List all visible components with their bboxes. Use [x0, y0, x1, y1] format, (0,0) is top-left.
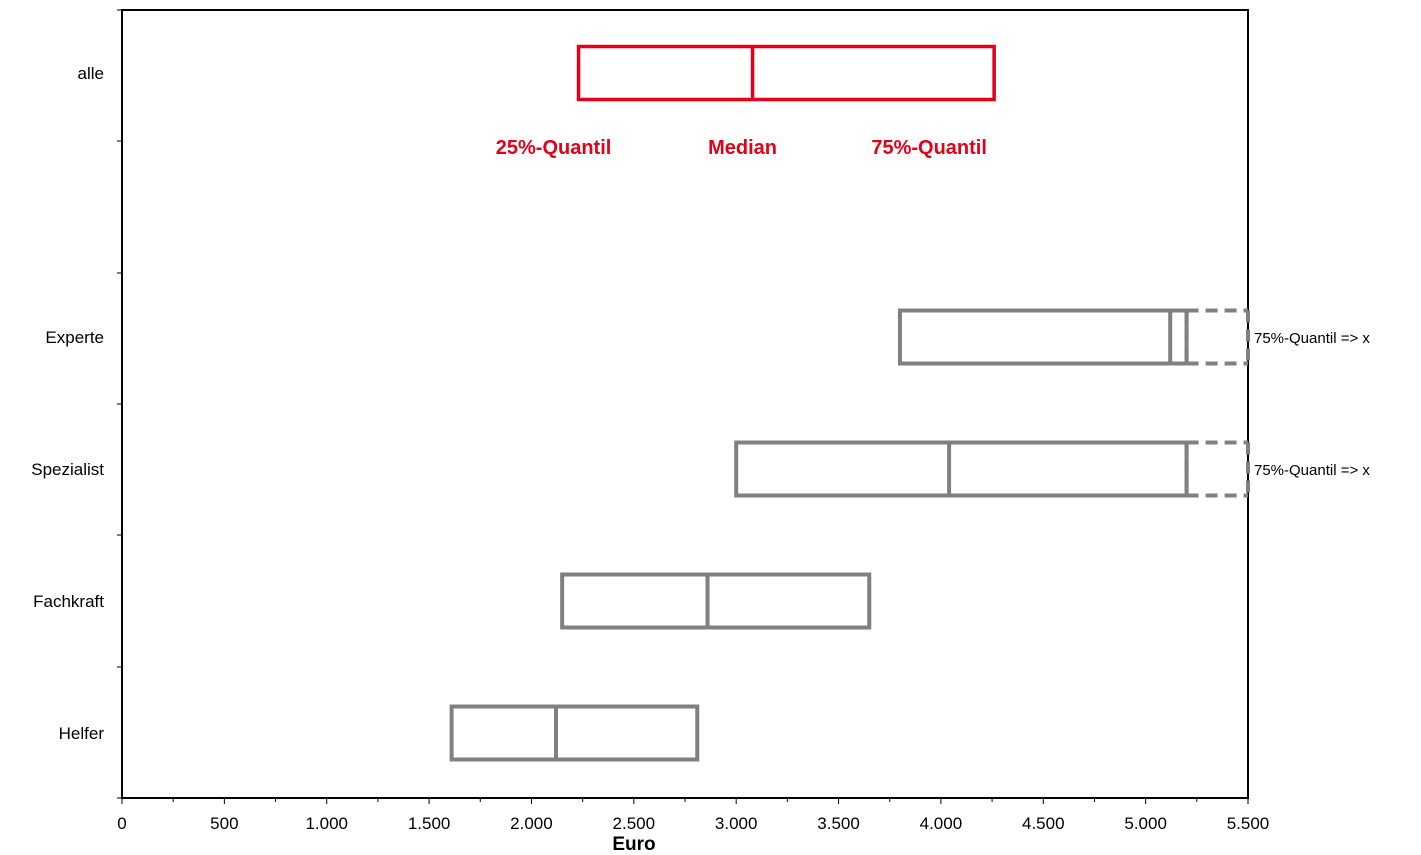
x-tick-label: 2.500: [613, 814, 656, 833]
x-tick-label: 5.000: [1124, 814, 1167, 833]
category-label-experte: Experte: [45, 328, 104, 347]
quantile-note-experte: 75%-Quantil => x: [1254, 330, 1370, 347]
annotation-75-quantil: 75%-Quantil: [871, 137, 987, 159]
plot-border: [121, 9, 1249, 799]
x-tick-label: 3.000: [715, 814, 758, 833]
x-axis-title: Euro: [612, 834, 655, 855]
x-tick-label: 1.000: [305, 814, 348, 833]
x-tick-label: 0: [117, 814, 126, 833]
x-tick-label: 2.000: [510, 814, 553, 833]
category-label-spezialist: Spezialist: [31, 460, 104, 479]
x-tick-label: 5.500: [1227, 814, 1270, 833]
box-experte: [897, 308, 1189, 366]
box-fachkraft: [560, 572, 872, 630]
x-axis: 0 500 1.000 1.500 2.000 2.500 3.000 3.500 4.000 4…: [117, 798, 1269, 833]
x-tick-label: 4.500: [1022, 814, 1065, 833]
annotation-median: Median: [708, 137, 777, 159]
box-spezialist: [734, 440, 1189, 498]
category-label-fachkraft: Fachkraft: [33, 592, 104, 611]
annotation-25-quantil: 25%-Quantil: [496, 137, 612, 159]
box-alle: [576, 44, 996, 102]
x-tick-label: 4.000: [920, 814, 963, 833]
x-tick-label: 500: [210, 814, 238, 833]
quantile-note-spezialist: 75%-Quantil => x: [1254, 462, 1370, 479]
annotations: 75%-Quantil => x 75%-Quantil => x 25%-Quan…: [496, 137, 1371, 479]
plot-frame: [121, 9, 1249, 799]
category-label-helfer: Helfer: [59, 724, 105, 743]
x-tick-label: 3.500: [817, 814, 860, 833]
box-series: [449, 44, 1250, 762]
category-label-alle: alle: [78, 64, 104, 83]
category-labels: alle Experte Spezialist Fachkraft Helfer: [31, 64, 104, 743]
x-tick-label: 1.500: [408, 814, 451, 833]
box-helfer: [449, 704, 700, 762]
y-axis-ticks: [117, 9, 122, 799]
